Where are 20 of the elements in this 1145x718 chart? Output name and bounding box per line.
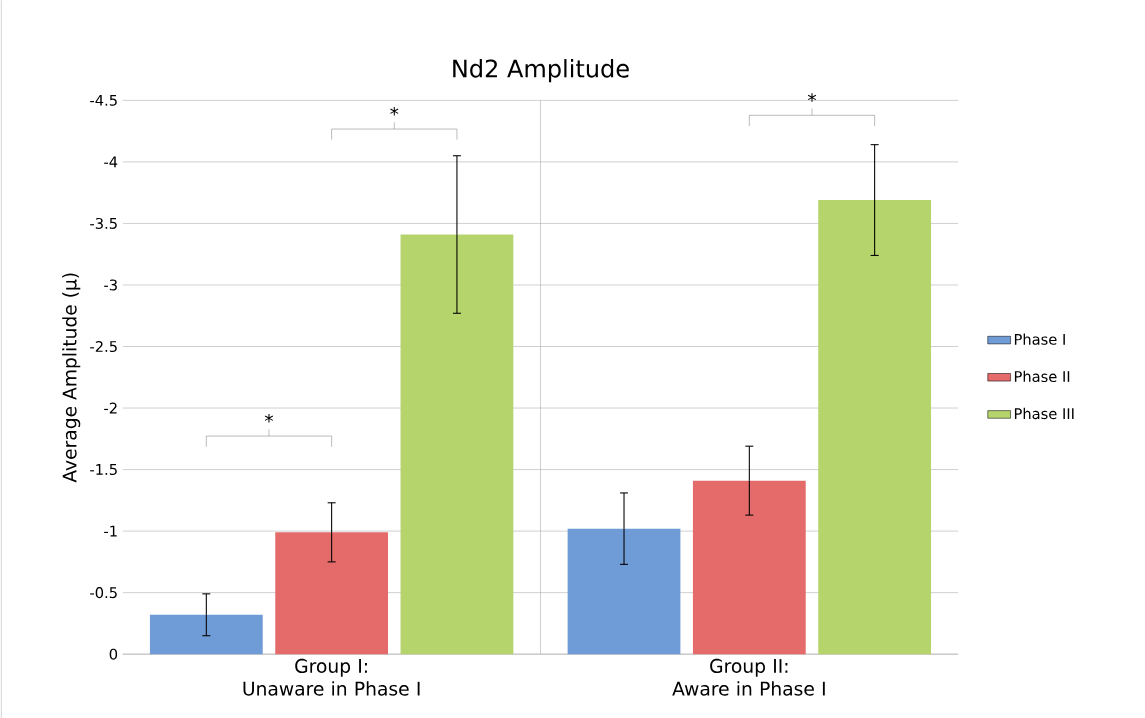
y-tick-label: -1 <box>104 525 117 537</box>
y-tick-label: -4.5 <box>90 94 117 106</box>
annotation: * <box>264 413 274 423</box>
annotation: * <box>807 92 817 102</box>
x-tick-label: Group II: Aware in Phase I <box>672 658 825 696</box>
legend-label: Phase III <box>1014 407 1074 419</box>
legend-label: Phase I <box>1014 333 1065 345</box>
y-axis-title: Average Amplitude (µ) <box>62 273 81 483</box>
chart-title: Nd2 Amplitude <box>453 58 629 83</box>
y-tick-label: -3.5 <box>90 217 117 229</box>
y-tick-label: -2.5 <box>90 340 117 352</box>
legend-label: Phase II <box>1014 370 1070 382</box>
y-tick-label: -1.5 <box>90 463 117 475</box>
y-tick-label: -3 <box>104 279 117 291</box>
y-tick-label: -2 <box>104 402 117 414</box>
y-tick-label: -0.5 <box>90 586 117 598</box>
y-tick-label: 0 <box>109 648 118 660</box>
y-tick-label: -4 <box>104 156 118 168</box>
x-tick-label: Group I: Unaware in Phase I <box>243 658 420 696</box>
annotation: * <box>390 106 399 116</box>
